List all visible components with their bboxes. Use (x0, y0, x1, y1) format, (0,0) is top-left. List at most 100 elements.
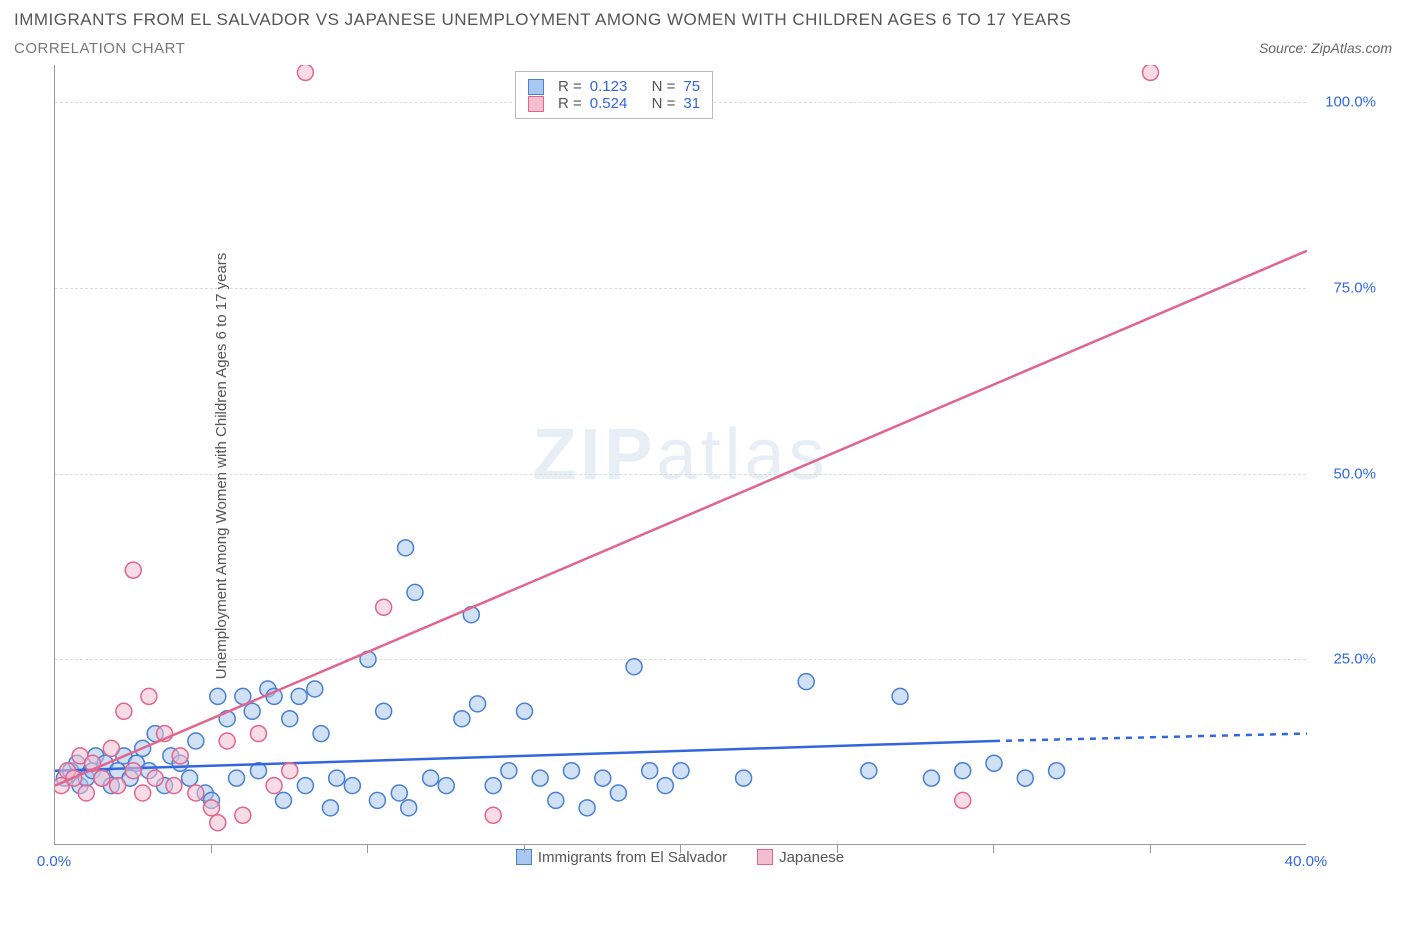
chart-container: Unemployment Among Women with Children A… (14, 65, 1392, 866)
data-point (563, 763, 579, 779)
data-point (250, 726, 266, 742)
data-point (955, 792, 971, 808)
data-point (188, 785, 204, 801)
data-point (297, 778, 313, 794)
data-point (986, 755, 1002, 771)
data-point (94, 770, 110, 786)
data-point (344, 778, 360, 794)
data-point (204, 800, 220, 816)
data-point (210, 688, 226, 704)
x-tick (524, 845, 525, 853)
data-point (485, 807, 501, 823)
data-point (454, 711, 470, 727)
data-point (423, 770, 439, 786)
y-axis-ticks: 25.0% 50.0% 75.0% 100.0% (1306, 65, 1376, 845)
stats-row: R = 0.524 N = 31 (528, 95, 700, 112)
data-point (1143, 65, 1159, 80)
trend-line (55, 251, 1307, 786)
data-point (376, 599, 392, 615)
data-point (923, 770, 939, 786)
x-tick-label: 0.0% (37, 853, 71, 870)
data-point (116, 703, 132, 719)
trend-line-extrapolated (994, 734, 1307, 741)
stats-legend: R = 0.123 N = 75R = 0.524 N = 31 (515, 71, 713, 119)
data-point (291, 688, 307, 704)
data-point (103, 740, 119, 756)
data-point (141, 688, 157, 704)
data-point (657, 778, 673, 794)
chart-svg (55, 65, 1307, 845)
data-point (579, 800, 595, 816)
chart-title: IMMIGRANTS FROM EL SALVADOR VS JAPANESE … (14, 10, 1392, 30)
data-point (322, 800, 338, 816)
data-point (282, 763, 298, 779)
y-tick-label: 100.0% (1325, 94, 1376, 111)
x-tick (1150, 845, 1151, 853)
data-point (626, 659, 642, 675)
x-tick-label: 40.0% (1285, 853, 1328, 870)
data-point (736, 770, 752, 786)
data-point (229, 770, 245, 786)
data-point (517, 703, 533, 719)
data-point (485, 778, 501, 794)
data-point (401, 800, 417, 816)
x-tick (993, 845, 994, 853)
data-point (642, 763, 658, 779)
data-point (470, 696, 486, 712)
x-axis-ticks: 0.0%40.0% (54, 845, 1306, 873)
data-point (172, 748, 188, 764)
plot-area: ZIPatlas R = 0.123 N = 75R = 0.524 N = 3… (54, 65, 1306, 845)
x-tick (680, 845, 681, 853)
data-point (532, 770, 548, 786)
stats-row: R = 0.123 N = 75 (528, 78, 700, 95)
chart-subtitle: CORRELATION CHART (14, 40, 185, 57)
data-point (391, 785, 407, 801)
x-tick (367, 845, 368, 853)
data-point (892, 688, 908, 704)
data-point (110, 778, 126, 794)
title-block: IMMIGRANTS FROM EL SALVADOR VS JAPANESE … (14, 10, 1392, 57)
data-point (861, 763, 877, 779)
y-tick-label: 25.0% (1333, 651, 1376, 668)
data-point (548, 792, 564, 808)
data-point (438, 778, 454, 794)
x-tick (837, 845, 838, 853)
data-point (182, 770, 198, 786)
data-point (1017, 770, 1033, 786)
data-point (125, 562, 141, 578)
data-point (307, 681, 323, 697)
legend-swatch (528, 79, 544, 95)
source-citation: Source: ZipAtlas.com (1259, 40, 1392, 56)
data-point (398, 540, 414, 556)
data-point (501, 763, 517, 779)
data-point (210, 815, 226, 831)
x-tick (211, 845, 212, 853)
data-point (1049, 763, 1065, 779)
data-point (147, 770, 163, 786)
legend-swatch (528, 96, 544, 112)
data-point (235, 807, 251, 823)
data-point (313, 726, 329, 742)
data-point (275, 792, 291, 808)
data-point (369, 792, 385, 808)
data-point (125, 763, 141, 779)
y-tick-label: 50.0% (1333, 465, 1376, 482)
y-tick-label: 75.0% (1333, 279, 1376, 296)
data-point (595, 770, 611, 786)
data-point (282, 711, 298, 727)
data-point (266, 778, 282, 794)
data-point (329, 770, 345, 786)
data-point (78, 785, 94, 801)
data-point (407, 584, 423, 600)
data-point (244, 703, 260, 719)
data-point (610, 785, 626, 801)
data-point (166, 778, 182, 794)
data-point (297, 65, 313, 80)
data-point (188, 733, 204, 749)
data-point (376, 703, 392, 719)
data-point (219, 733, 235, 749)
data-point (135, 785, 151, 801)
data-point (955, 763, 971, 779)
data-point (673, 763, 689, 779)
data-point (798, 674, 814, 690)
